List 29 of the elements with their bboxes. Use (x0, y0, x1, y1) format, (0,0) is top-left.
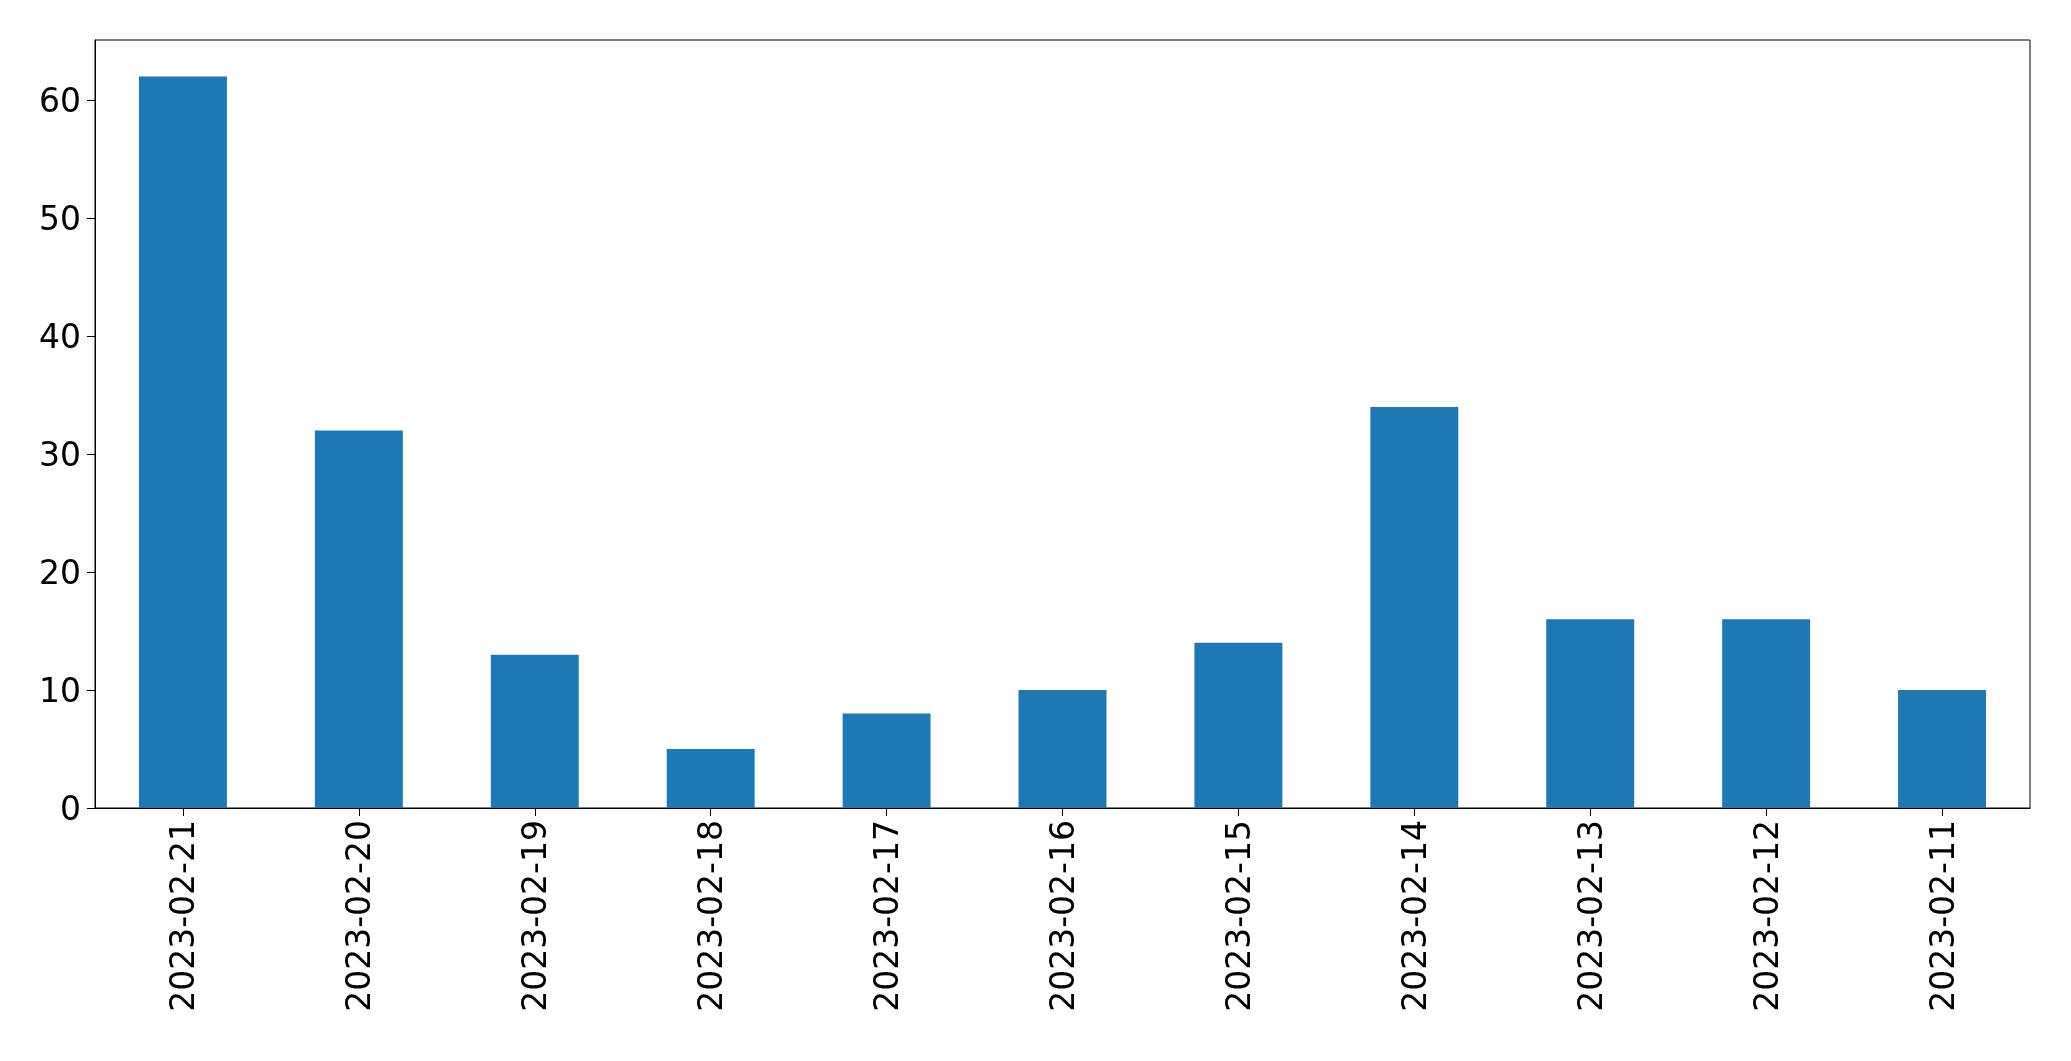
x-tick-label: 2023-02-11 (1922, 820, 1962, 1012)
bar (1722, 619, 1811, 808)
y-tick-label: 50 (39, 198, 81, 238)
bar (138, 76, 227, 808)
y-tick-label: 20 (39, 552, 81, 592)
y-tick-label: 30 (39, 434, 81, 474)
bar (1898, 690, 1987, 808)
y-tick-label: 10 (39, 670, 81, 710)
x-tick-label: 2023-02-14 (1394, 820, 1434, 1012)
bar (842, 713, 931, 808)
bar (490, 654, 579, 808)
x-tick-label: 2023-02-18 (691, 820, 731, 1012)
x-tick-label: 2023-02-21 (163, 820, 203, 1012)
y-tick-label: 60 (39, 80, 81, 120)
bar (666, 749, 755, 808)
bar (314, 430, 403, 808)
x-tick-label: 2023-02-15 (1218, 820, 1258, 1012)
x-tick-label: 2023-02-17 (867, 820, 907, 1012)
x-tick-label: 2023-02-13 (1570, 820, 1610, 1012)
bar (1370, 406, 1459, 808)
bar (1194, 642, 1283, 808)
bar (1546, 619, 1635, 808)
x-tick-label: 2023-02-19 (515, 820, 555, 1012)
x-tick-label: 2023-02-20 (339, 820, 379, 1012)
bar (1018, 690, 1107, 808)
y-tick-label: 0 (60, 788, 81, 828)
x-tick-label: 2023-02-16 (1043, 820, 1082, 1012)
x-tick-label: 2023-02-12 (1746, 820, 1786, 1012)
y-tick-label: 40 (39, 316, 81, 356)
